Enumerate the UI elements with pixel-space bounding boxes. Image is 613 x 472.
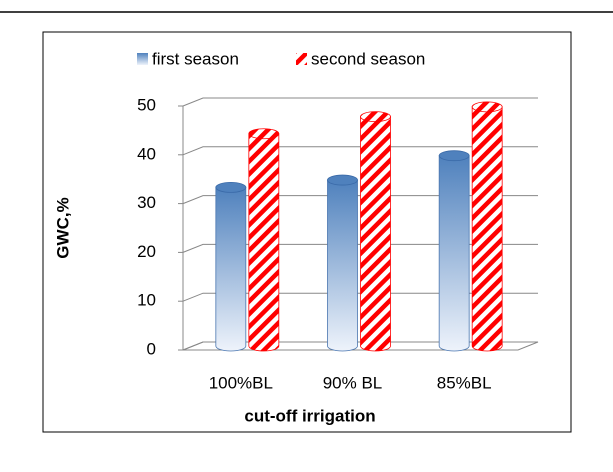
bar [215,181,247,352]
grid-line [182,195,538,205]
bar [248,128,280,352]
bar-body [438,155,470,352]
y-tick-label: 30 [137,193,156,212]
grid-line [182,97,538,107]
legend-label: second season [311,49,425,68]
grid-line [182,243,538,253]
bar-top [360,111,391,123]
bar-body [471,106,503,352]
x-tick-label: 100%BL [209,373,273,392]
y-axis-title: GWC,% [53,197,72,258]
bar-top [215,181,247,193]
y-tick-label: 0 [147,339,156,358]
y-tick-label: 10 [137,291,156,310]
bar [327,174,358,352]
bar [471,101,503,352]
bar [360,111,391,352]
legend-label: first season [152,49,239,68]
y-tick-label: 40 [137,144,156,163]
bar-body [248,133,280,352]
grid-line [182,146,538,156]
bar-top [438,150,470,162]
x-tick-label: 90% BL [323,373,383,392]
y-tick-label: 50 [137,95,156,114]
bar [438,150,470,352]
bar-top [471,101,503,113]
grid-line [182,341,538,351]
legend-swatch [296,53,307,65]
bar-body [360,116,391,352]
grid-line [182,292,538,302]
bar-body [215,187,247,352]
legend-swatch [137,53,148,65]
bar-body [327,179,358,352]
bar-top [327,174,358,186]
x-tick-label: 85%BL [437,373,492,392]
bar-top [248,128,280,140]
x-axis-title: cut-off irrigation [244,406,375,425]
y-tick-label: 20 [137,242,156,261]
